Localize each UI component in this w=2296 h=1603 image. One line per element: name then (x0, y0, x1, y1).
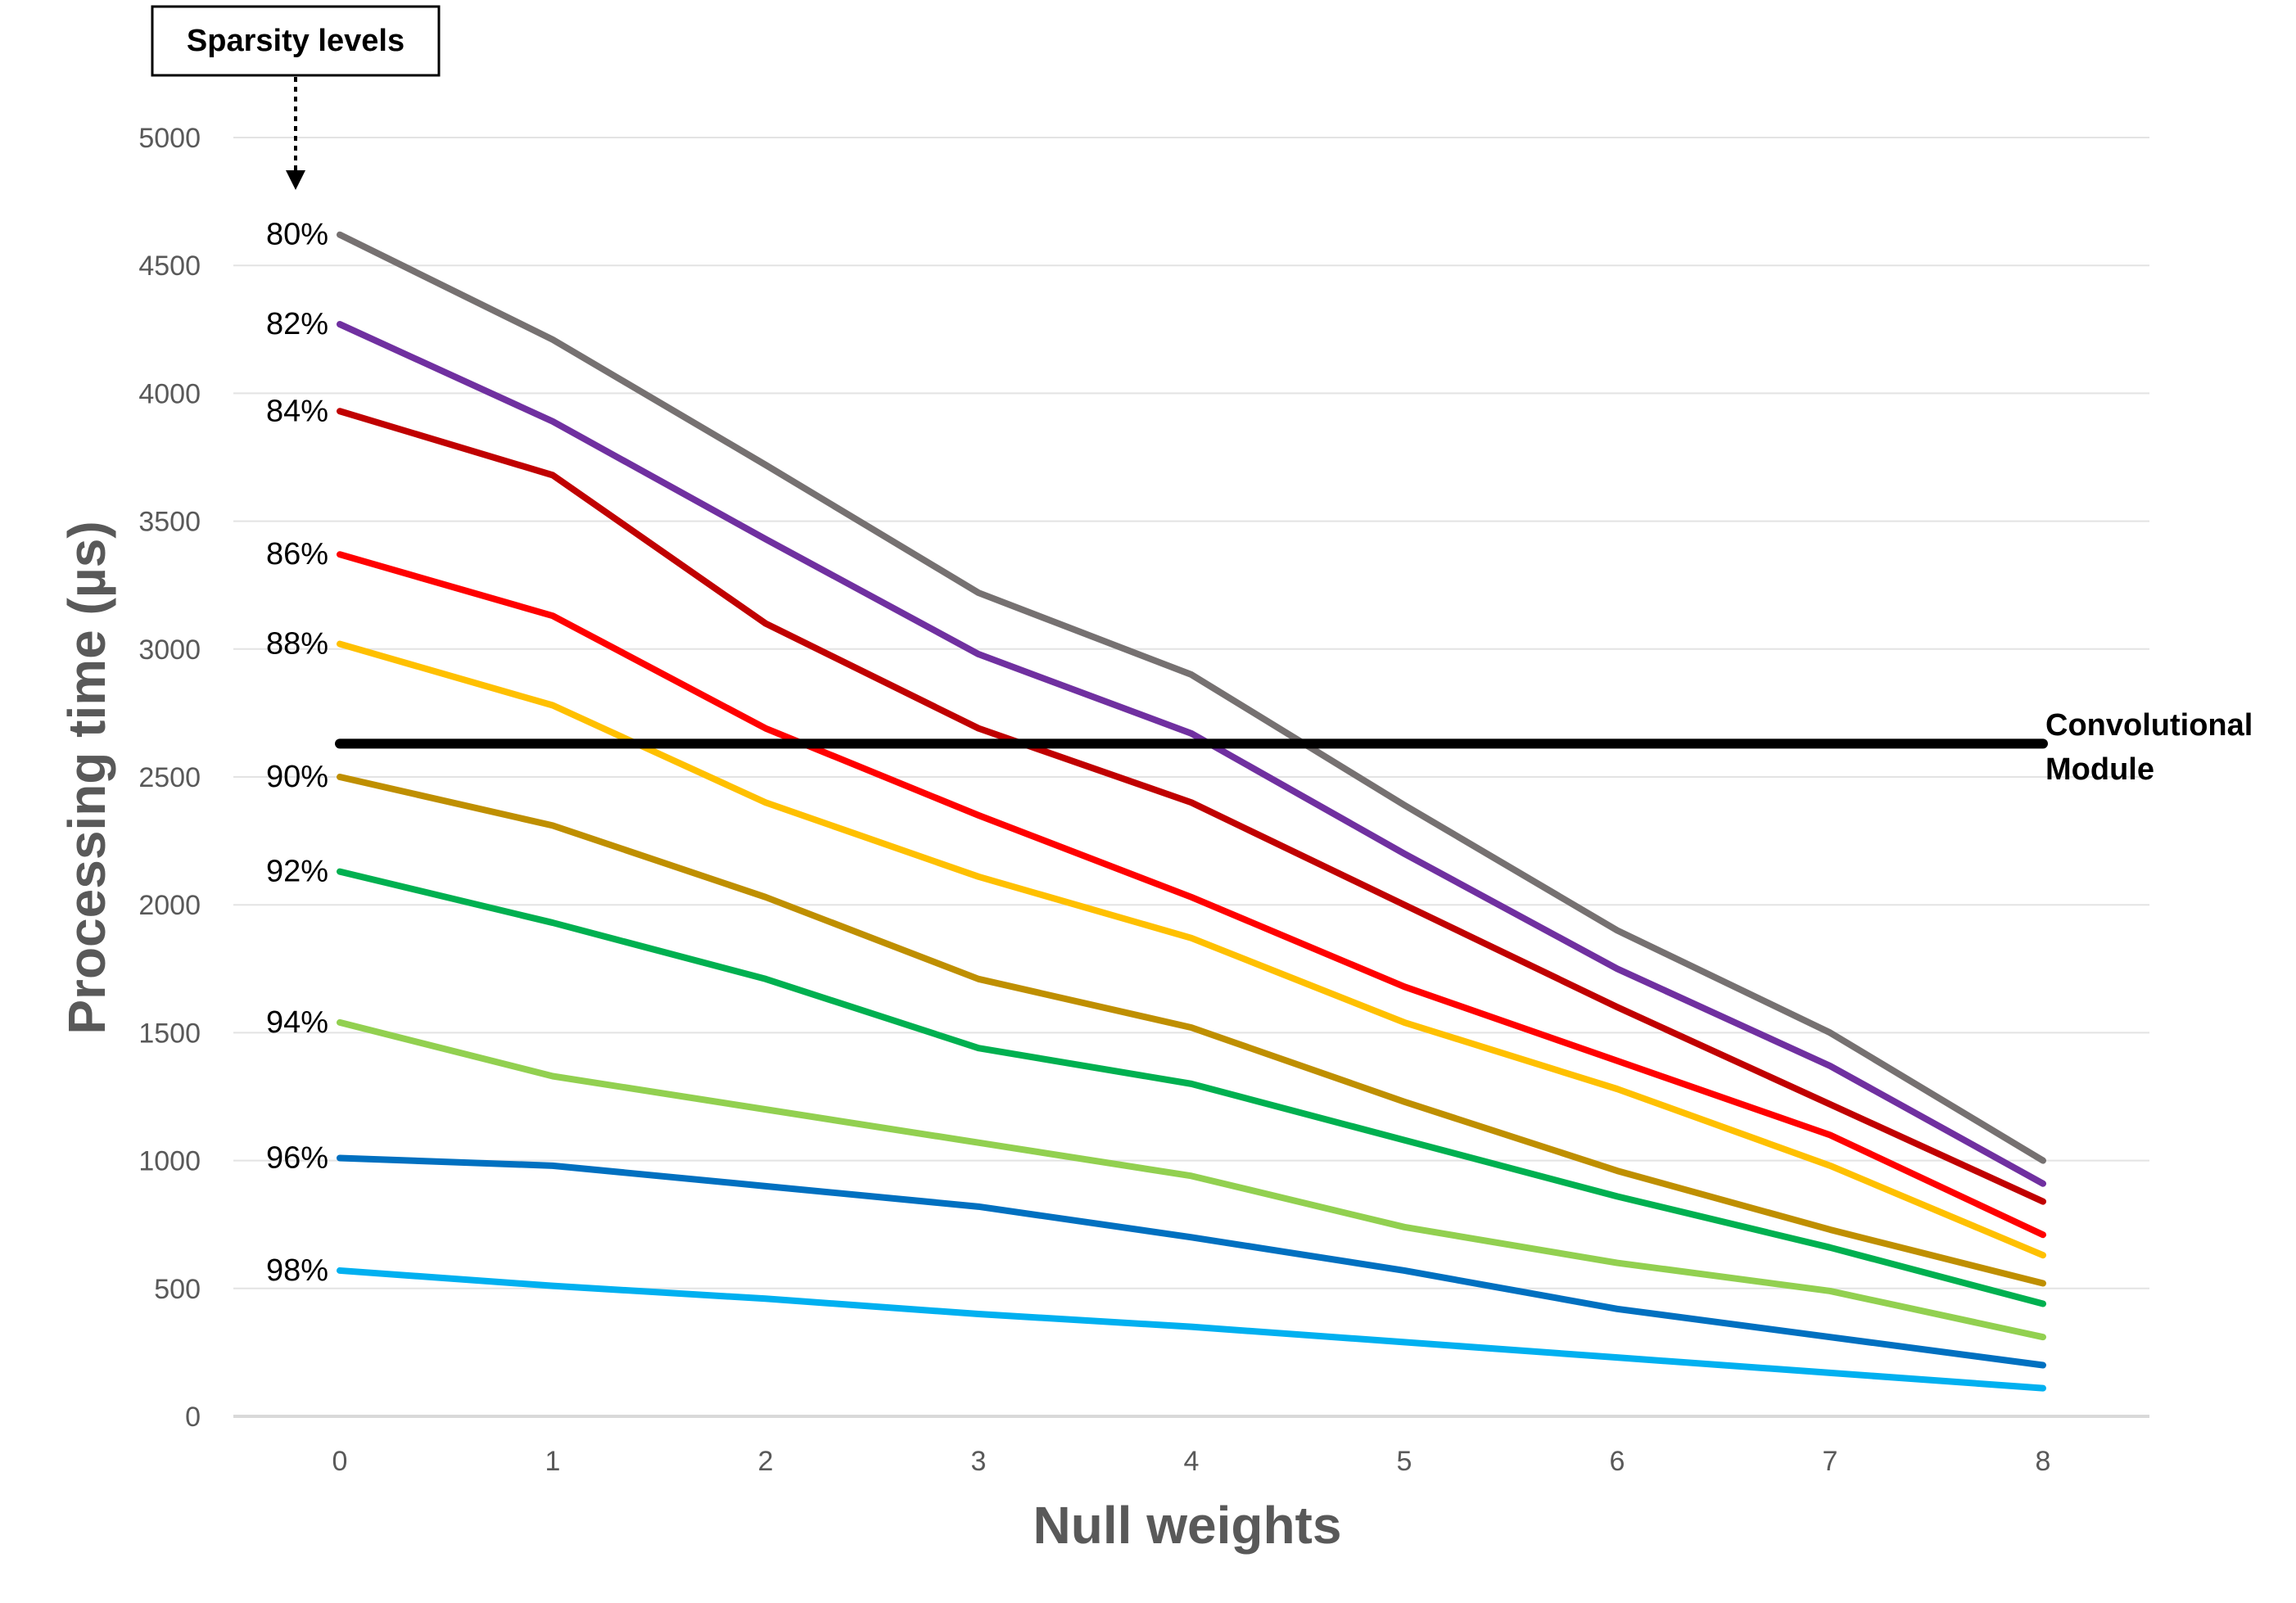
series-label-90pct: 90% (266, 760, 328, 794)
series-label-80pct: 80% (266, 218, 328, 252)
x-axis-title: Null weights (1033, 1496, 1342, 1555)
x-tick-label: 1 (545, 1446, 561, 1477)
sparsity-levels-label: Sparsity levels (187, 24, 405, 58)
y-tick-label: 3000 (138, 634, 201, 666)
series-label-98pct: 98% (266, 1253, 328, 1288)
x-tick-label: 7 (1823, 1446, 1838, 1477)
x-tick-label: 5 (1397, 1446, 1412, 1477)
y-tick-label: 5000 (138, 123, 201, 154)
reference-line-label-line1: Convolutional (2045, 708, 2253, 743)
series-line-82pct (337, 321, 2046, 1187)
series-label-96pct: 96% (266, 1140, 328, 1175)
reference-line-label-line2: Module (2045, 752, 2154, 787)
series-label-82pct: 82% (266, 307, 328, 341)
x-axis-ticks: 0 1 2 3 4 5 6 7 8 (332, 1446, 2051, 1477)
y-tick-label: 0 (185, 1402, 201, 1433)
x-tick-label: 6 (1610, 1446, 1625, 1477)
x-tick-label: 4 (1184, 1446, 1200, 1477)
gridlines (233, 137, 2149, 1289)
x-tick-label: 8 (2036, 1446, 2051, 1477)
series-label-86pct: 86% (266, 537, 328, 571)
series-line-80pct (337, 231, 2046, 1164)
x-tick-label: 2 (758, 1446, 774, 1477)
y-tick-label: 2000 (138, 890, 201, 921)
y-tick-label: 4500 (138, 251, 201, 282)
y-tick-label: 2500 (138, 762, 201, 793)
series-labels: 80% 82% 84% 86% 88% 90% 92% 94% 96% 98% (266, 218, 328, 1288)
y-tick-label: 3500 (138, 507, 201, 538)
series-line-90pct (337, 774, 2046, 1287)
y-axis-ticks: 0 500 1000 1500 2000 2500 3000 3500 4000 4500 5000 (138, 123, 201, 1433)
sparsity-levels-arrow-head (286, 170, 305, 190)
x-tick-label: 0 (332, 1446, 348, 1477)
series-line-86pct (337, 551, 2046, 1239)
series-label-84pct: 84% (266, 394, 328, 428)
series-label-92pct: 92% (266, 855, 328, 889)
series-line-96pct (337, 1154, 2046, 1369)
series-label-94pct: 94% (266, 1005, 328, 1040)
y-tick-label: 1500 (138, 1018, 201, 1049)
y-axis-title: Processing time (µs) (57, 521, 116, 1034)
y-tick-label: 500 (154, 1274, 201, 1305)
x-tick-label: 3 (971, 1446, 987, 1477)
series-label-88pct: 88% (266, 627, 328, 662)
series-lines (337, 231, 2046, 1392)
y-tick-label: 4000 (138, 378, 201, 409)
sparsity-levels-box (151, 5, 441, 77)
y-tick-label: 1000 (138, 1146, 201, 1177)
